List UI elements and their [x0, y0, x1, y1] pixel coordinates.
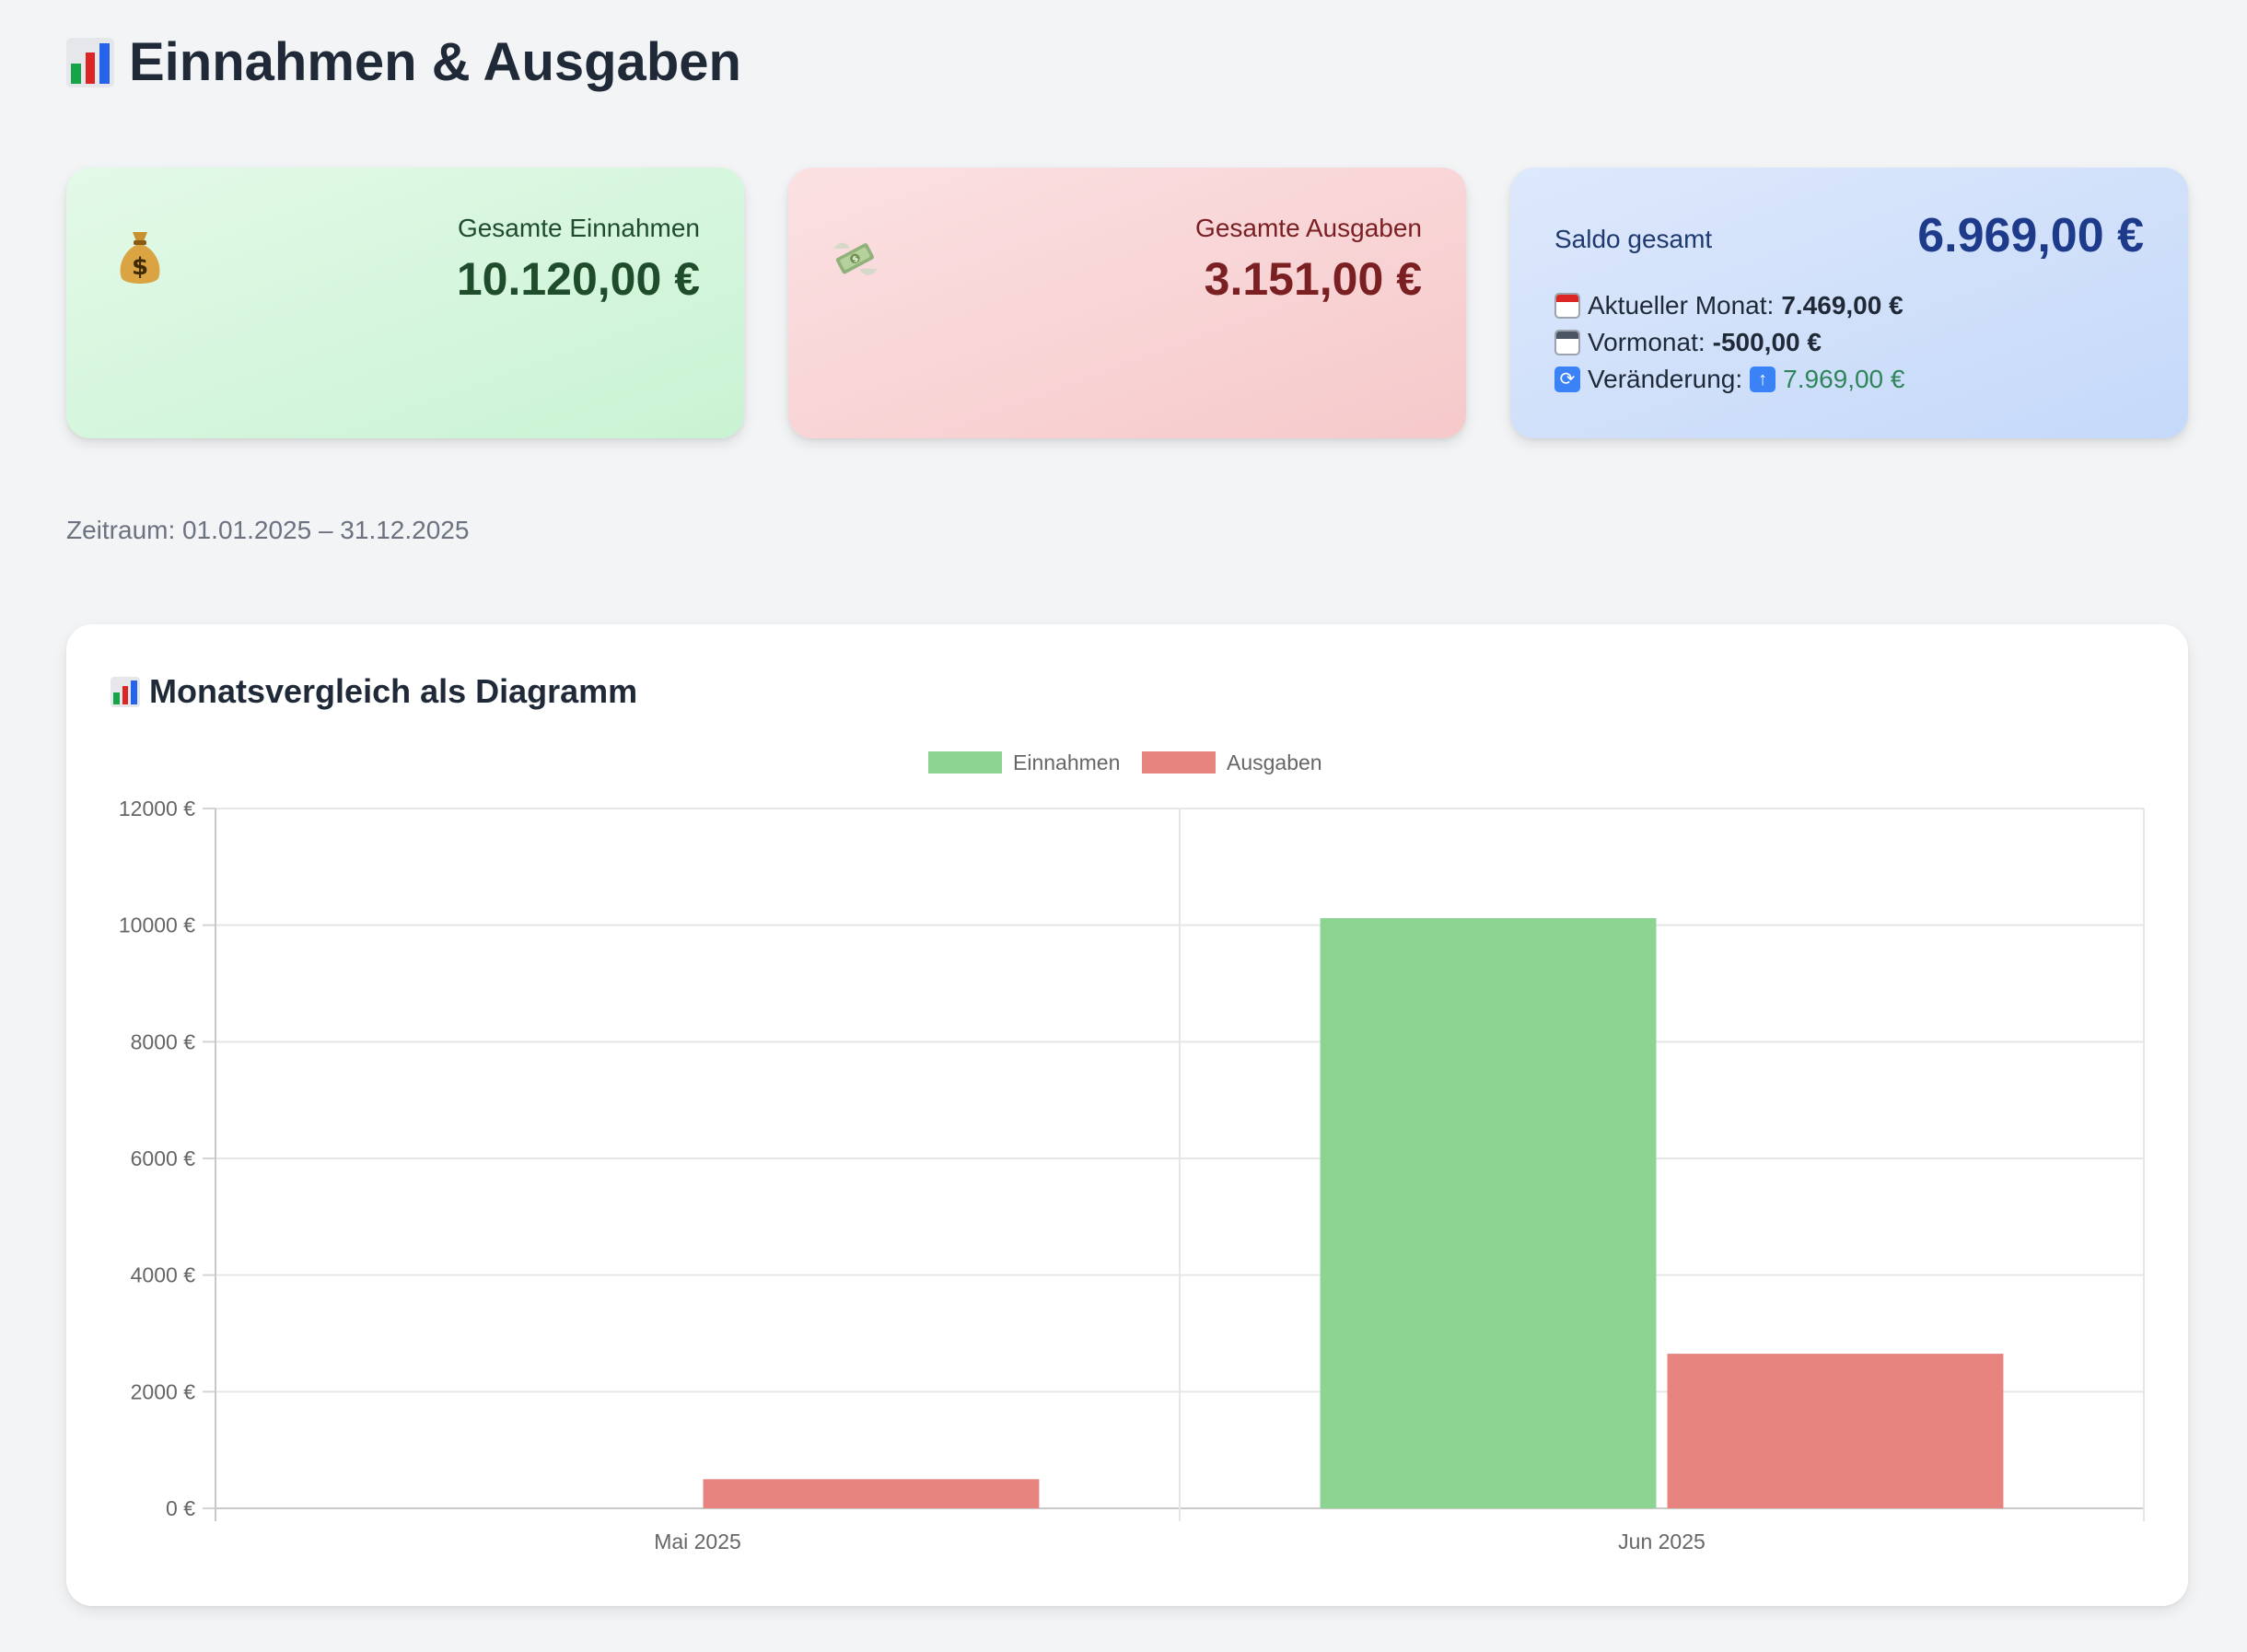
current-month-line: Aktueller Monat: 7.469,00 € [1554, 287, 1904, 324]
svg-text:$: $ [851, 254, 860, 265]
bar-chart-icon [66, 38, 114, 87]
money-with-wings-icon: $ [833, 242, 878, 275]
balance-details: Aktueller Monat: 7.469,00 € Vormonat: -5… [1554, 287, 1904, 398]
spiral-calendar-icon [1554, 330, 1580, 355]
previous-month-value: -500,00 € [1712, 328, 1822, 356]
y-tick-label: 0 € [166, 1496, 195, 1520]
change-value: 7.969,00 € [1783, 365, 1905, 393]
expense-value: 3.151,00 € [1204, 253, 1422, 305]
page-title: Einnahmen & Ausgaben [66, 26, 741, 99]
money-bag-icon: $ [120, 232, 160, 284]
monthly-bar-chart: 0 € 2000 € 4000 € 6000 € 8000 € 10000 € 12000 … [119, 750, 2145, 1553]
expense-card: $ Gesamte Ausgaben 3.151,00 € [788, 168, 1466, 438]
legend-label: Ausgaben [1227, 750, 1322, 774]
balance-label: Saldo gesamt [1554, 225, 1713, 253]
y-tick-label: 12000 € [119, 797, 195, 820]
y-tick-label: 6000 € [131, 1146, 196, 1170]
income-card: $ Gesamte Einnahmen 10.120,00 € [66, 168, 744, 438]
change-line: ⟳ Veränderung: ↑ 7.969,00 € [1554, 361, 1904, 398]
page-title-text: Einnahmen & Ausgaben [129, 32, 741, 92]
income-label: Gesamte Einnahmen [457, 214, 700, 242]
y-tick-label: 2000 € [131, 1379, 196, 1403]
y-tick-label: 8000 € [131, 1030, 196, 1053]
x-tick-label: Mai 2025 [654, 1530, 741, 1553]
bar-ausgaben-0 [703, 1479, 1040, 1508]
chart-section-title-text: Monatsvergleich als Diagramm [149, 672, 638, 710]
up-arrow-icon: ↑ [1750, 366, 1776, 392]
y-tick-label: 4000 € [131, 1263, 196, 1287]
bar-einnahmen-1 [1320, 918, 1657, 1508]
repeat-icon: ⟳ [1554, 366, 1580, 392]
bar-ausgaben-1 [1667, 1354, 2004, 1508]
balance-card: Saldo gesamt 6.969,00 € Aktueller Monat:… [1510, 168, 2188, 438]
calendar-icon [1554, 293, 1580, 319]
chart-card: Monatsvergleich als Diagramm 0 € 2000 € 40… [66, 624, 2188, 1606]
svg-text:$: $ [132, 253, 148, 281]
legend-label: Einnahmen [1013, 750, 1120, 774]
legend-swatch [1142, 751, 1216, 774]
y-tick-label: 10000 € [119, 913, 195, 937]
chart-section-title: Monatsvergleich als Diagramm [111, 672, 637, 711]
expense-label: Gesamte Ausgaben [1195, 214, 1422, 242]
previous-month-label: Vormonat: [1588, 328, 1706, 356]
period-text: Zeitraum: 01.01.2025 – 31.12.2025 [66, 516, 470, 544]
bar-chart-icon [111, 676, 140, 707]
income-value: 10.120,00 € [456, 253, 700, 305]
balance-value: 6.969,00 € [1917, 209, 2144, 262]
x-tick-label: Jun 2025 [1618, 1530, 1706, 1553]
current-month-label: Aktueller Monat: [1588, 291, 1775, 320]
change-label: Veränderung: [1588, 365, 1743, 393]
previous-month-line: Vormonat: -500,00 € [1554, 324, 1904, 361]
current-month-value: 7.469,00 € [1781, 291, 1904, 320]
legend-swatch [928, 751, 1002, 774]
